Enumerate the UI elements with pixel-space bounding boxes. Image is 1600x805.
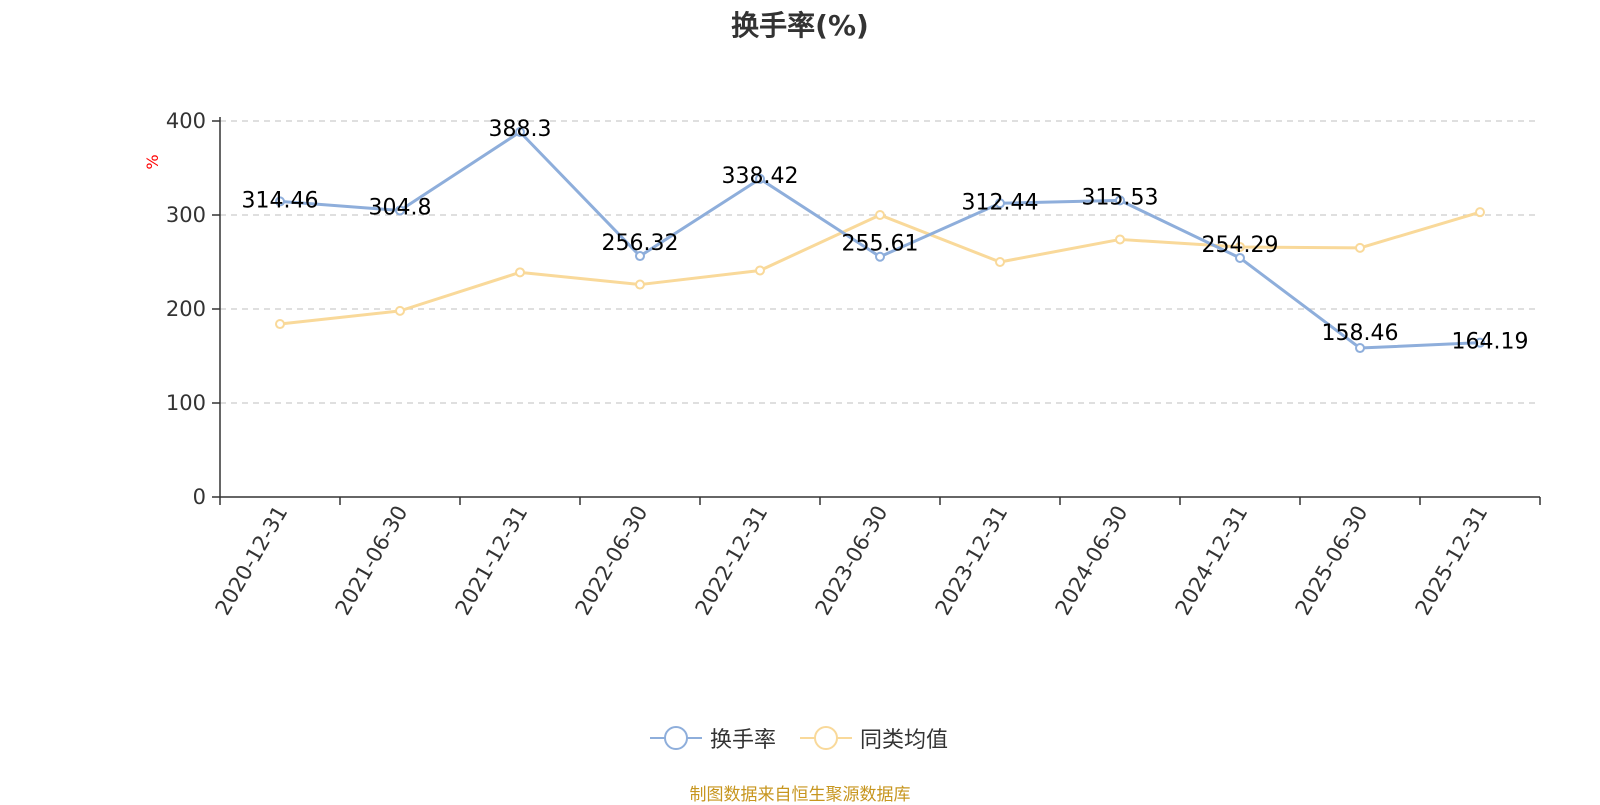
x-tick-label: 2021-06-30	[331, 502, 413, 620]
x-tick-label: 2024-12-31	[1171, 502, 1253, 620]
legend-item-turnover[interactable]: 换手率	[650, 722, 776, 754]
chart-title: 换手率(%)	[731, 9, 869, 42]
data-label: 388.3	[489, 117, 552, 142]
x-tick-label: 2023-06-30	[811, 502, 893, 620]
data-label: 158.46	[1322, 321, 1399, 346]
data-point-turnover	[1475, 337, 1485, 348]
data-point-turnover	[1355, 343, 1365, 354]
data-label: 314.46	[242, 188, 319, 213]
legend-item-peer-average[interactable]: 同类均值	[800, 722, 948, 754]
y-tick-label: 300	[166, 203, 206, 227]
data-point-turnover	[635, 251, 645, 262]
data-point-turnover	[995, 198, 1005, 209]
data-point-peer-average	[995, 257, 1005, 267]
data-point-peer-average	[875, 210, 885, 220]
data-point-peer-average	[1115, 234, 1125, 245]
data-label: 315.53	[1082, 185, 1159, 210]
data-point-peer-average	[635, 279, 645, 290]
data-point-turnover	[1115, 195, 1125, 206]
data-point-peer-average	[395, 305, 405, 316]
data-point-turnover	[1235, 252, 1245, 263]
x-tick-label: 2025-12-31	[1411, 502, 1493, 620]
data-point-peer-average	[515, 267, 525, 278]
legend-label-peer-average: 同类均值	[860, 728, 949, 753]
data-point-peer-average	[1475, 207, 1485, 218]
y-axis-label: %	[143, 154, 162, 169]
x-tick-label: 2021-12-31	[451, 502, 533, 620]
data-point-peer-average	[1235, 241, 1245, 252]
data-label: 256.32	[602, 231, 679, 256]
data-point-peer-average	[1355, 242, 1365, 253]
x-tick-label: 2020-12-31	[211, 502, 293, 620]
data-point-turnover	[875, 251, 885, 262]
legend-swatch-turnover	[650, 726, 702, 750]
y-tick-label: 0	[193, 485, 206, 509]
data-point-peer-average	[275, 319, 285, 330]
data-point-turnover	[395, 205, 405, 216]
data-label: 338.42	[722, 164, 799, 189]
data-label: 164.19	[1452, 330, 1529, 355]
data-label: 312.44	[962, 190, 1039, 215]
y-tick-label: 400	[166, 109, 206, 133]
series-line-peer-average	[279, 210, 1481, 326]
data-point-turnover	[275, 196, 285, 207]
data-point-turnover	[515, 126, 525, 137]
x-tick-label: 2024-06-30	[1051, 502, 1133, 620]
data-label: 304.8	[369, 195, 432, 220]
legend-label-turnover: 换手率	[710, 728, 777, 753]
data-point-turnover	[755, 173, 765, 184]
x-tick-label: 2022-12-31	[691, 502, 773, 620]
y-tick-label: 200	[166, 297, 206, 321]
y-tick-label: 100	[166, 391, 206, 415]
x-tick-label: 2023-12-31	[931, 502, 1013, 620]
data-label: 255.61	[842, 232, 919, 257]
data-label: 254.29	[1202, 233, 1279, 258]
data-point-peer-average	[755, 265, 765, 276]
legend-swatch-peer-average	[800, 726, 853, 750]
x-tick-label: 2025-06-30	[1291, 502, 1373, 620]
data-source-note: 制图数据来自恒生聚源数据库	[689, 785, 911, 805]
legend: 换手率 同类均值	[650, 722, 972, 754]
x-tick-label: 2022-06-30	[571, 502, 653, 620]
